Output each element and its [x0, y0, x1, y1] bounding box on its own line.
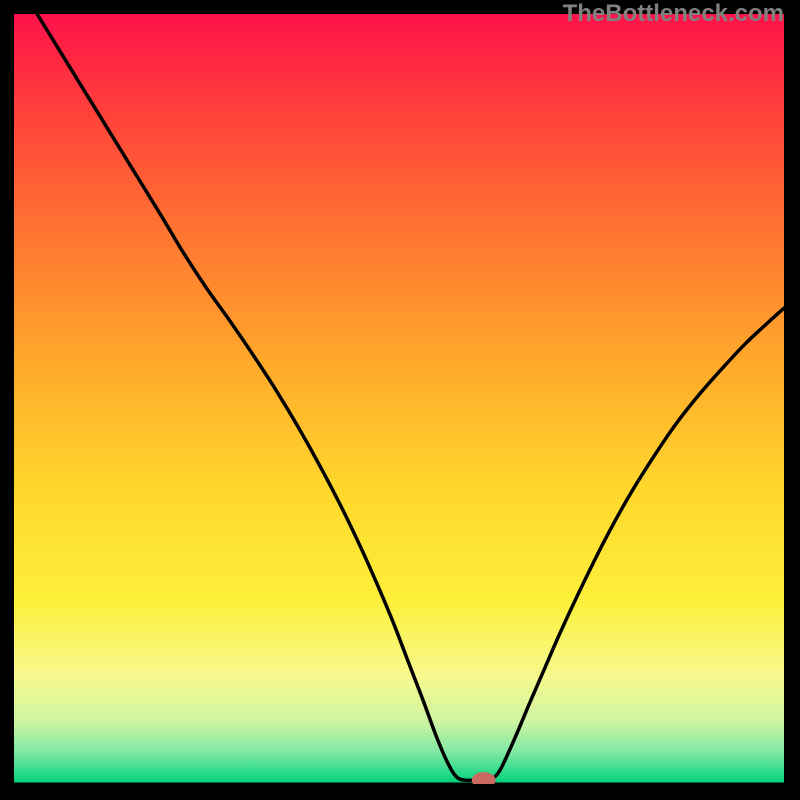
bottleneck-plot [14, 14, 784, 784]
plot-background [14, 14, 784, 784]
chart-stage: TheBottleneck.com [0, 0, 800, 800]
watermark-text: TheBottleneck.com [563, 0, 784, 28]
